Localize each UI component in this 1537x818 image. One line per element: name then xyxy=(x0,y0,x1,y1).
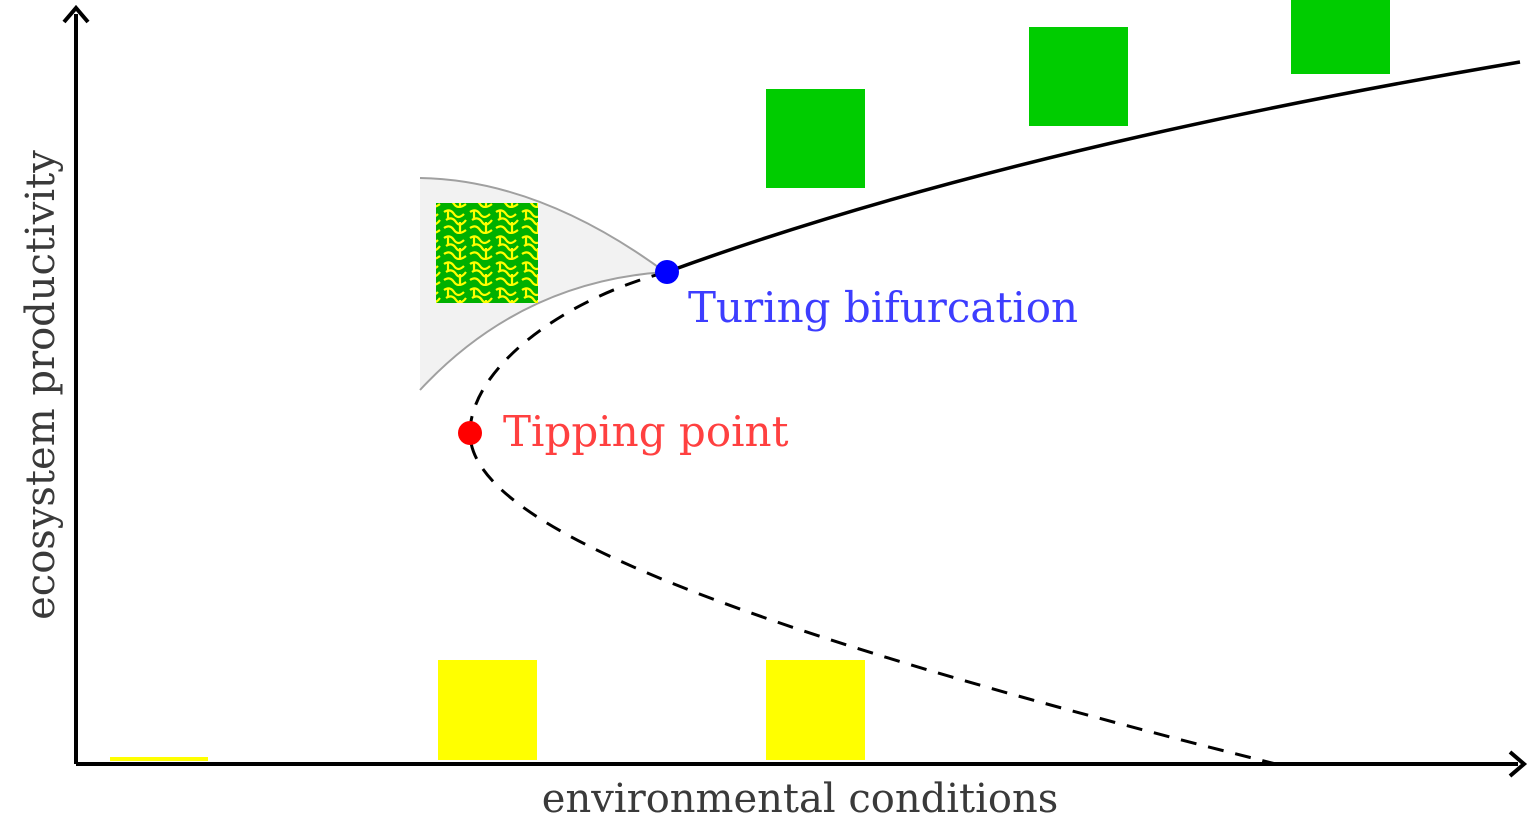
y-axis-label: ecosystem productivity xyxy=(18,150,64,620)
x-axis-arrow-icon xyxy=(1508,750,1528,778)
turing-bifurcation-label: Turing bifurcation xyxy=(688,283,1078,332)
yellow-square-icon xyxy=(438,660,537,760)
green-square-icon xyxy=(1291,0,1390,74)
tipping-point-marker xyxy=(458,421,482,445)
yellow-strip-icon xyxy=(110,757,208,761)
y-axis-arrow-icon xyxy=(62,4,90,24)
labyrinth-pattern-icon xyxy=(436,203,538,303)
tipping-point-label: Tipping point xyxy=(503,407,789,456)
stable-vegetated-branch xyxy=(666,60,1521,274)
pattern-region-lower-boundary xyxy=(419,271,666,391)
unstable-branch xyxy=(468,270,1281,767)
pattern-region-upper-boundary xyxy=(419,177,666,273)
green-square-icon xyxy=(766,89,865,188)
x-axis-label: environmental conditions xyxy=(542,776,1058,818)
green-square-icon xyxy=(1029,27,1128,126)
yellow-square-icon xyxy=(766,660,865,760)
turing-bifurcation-marker xyxy=(655,260,679,284)
